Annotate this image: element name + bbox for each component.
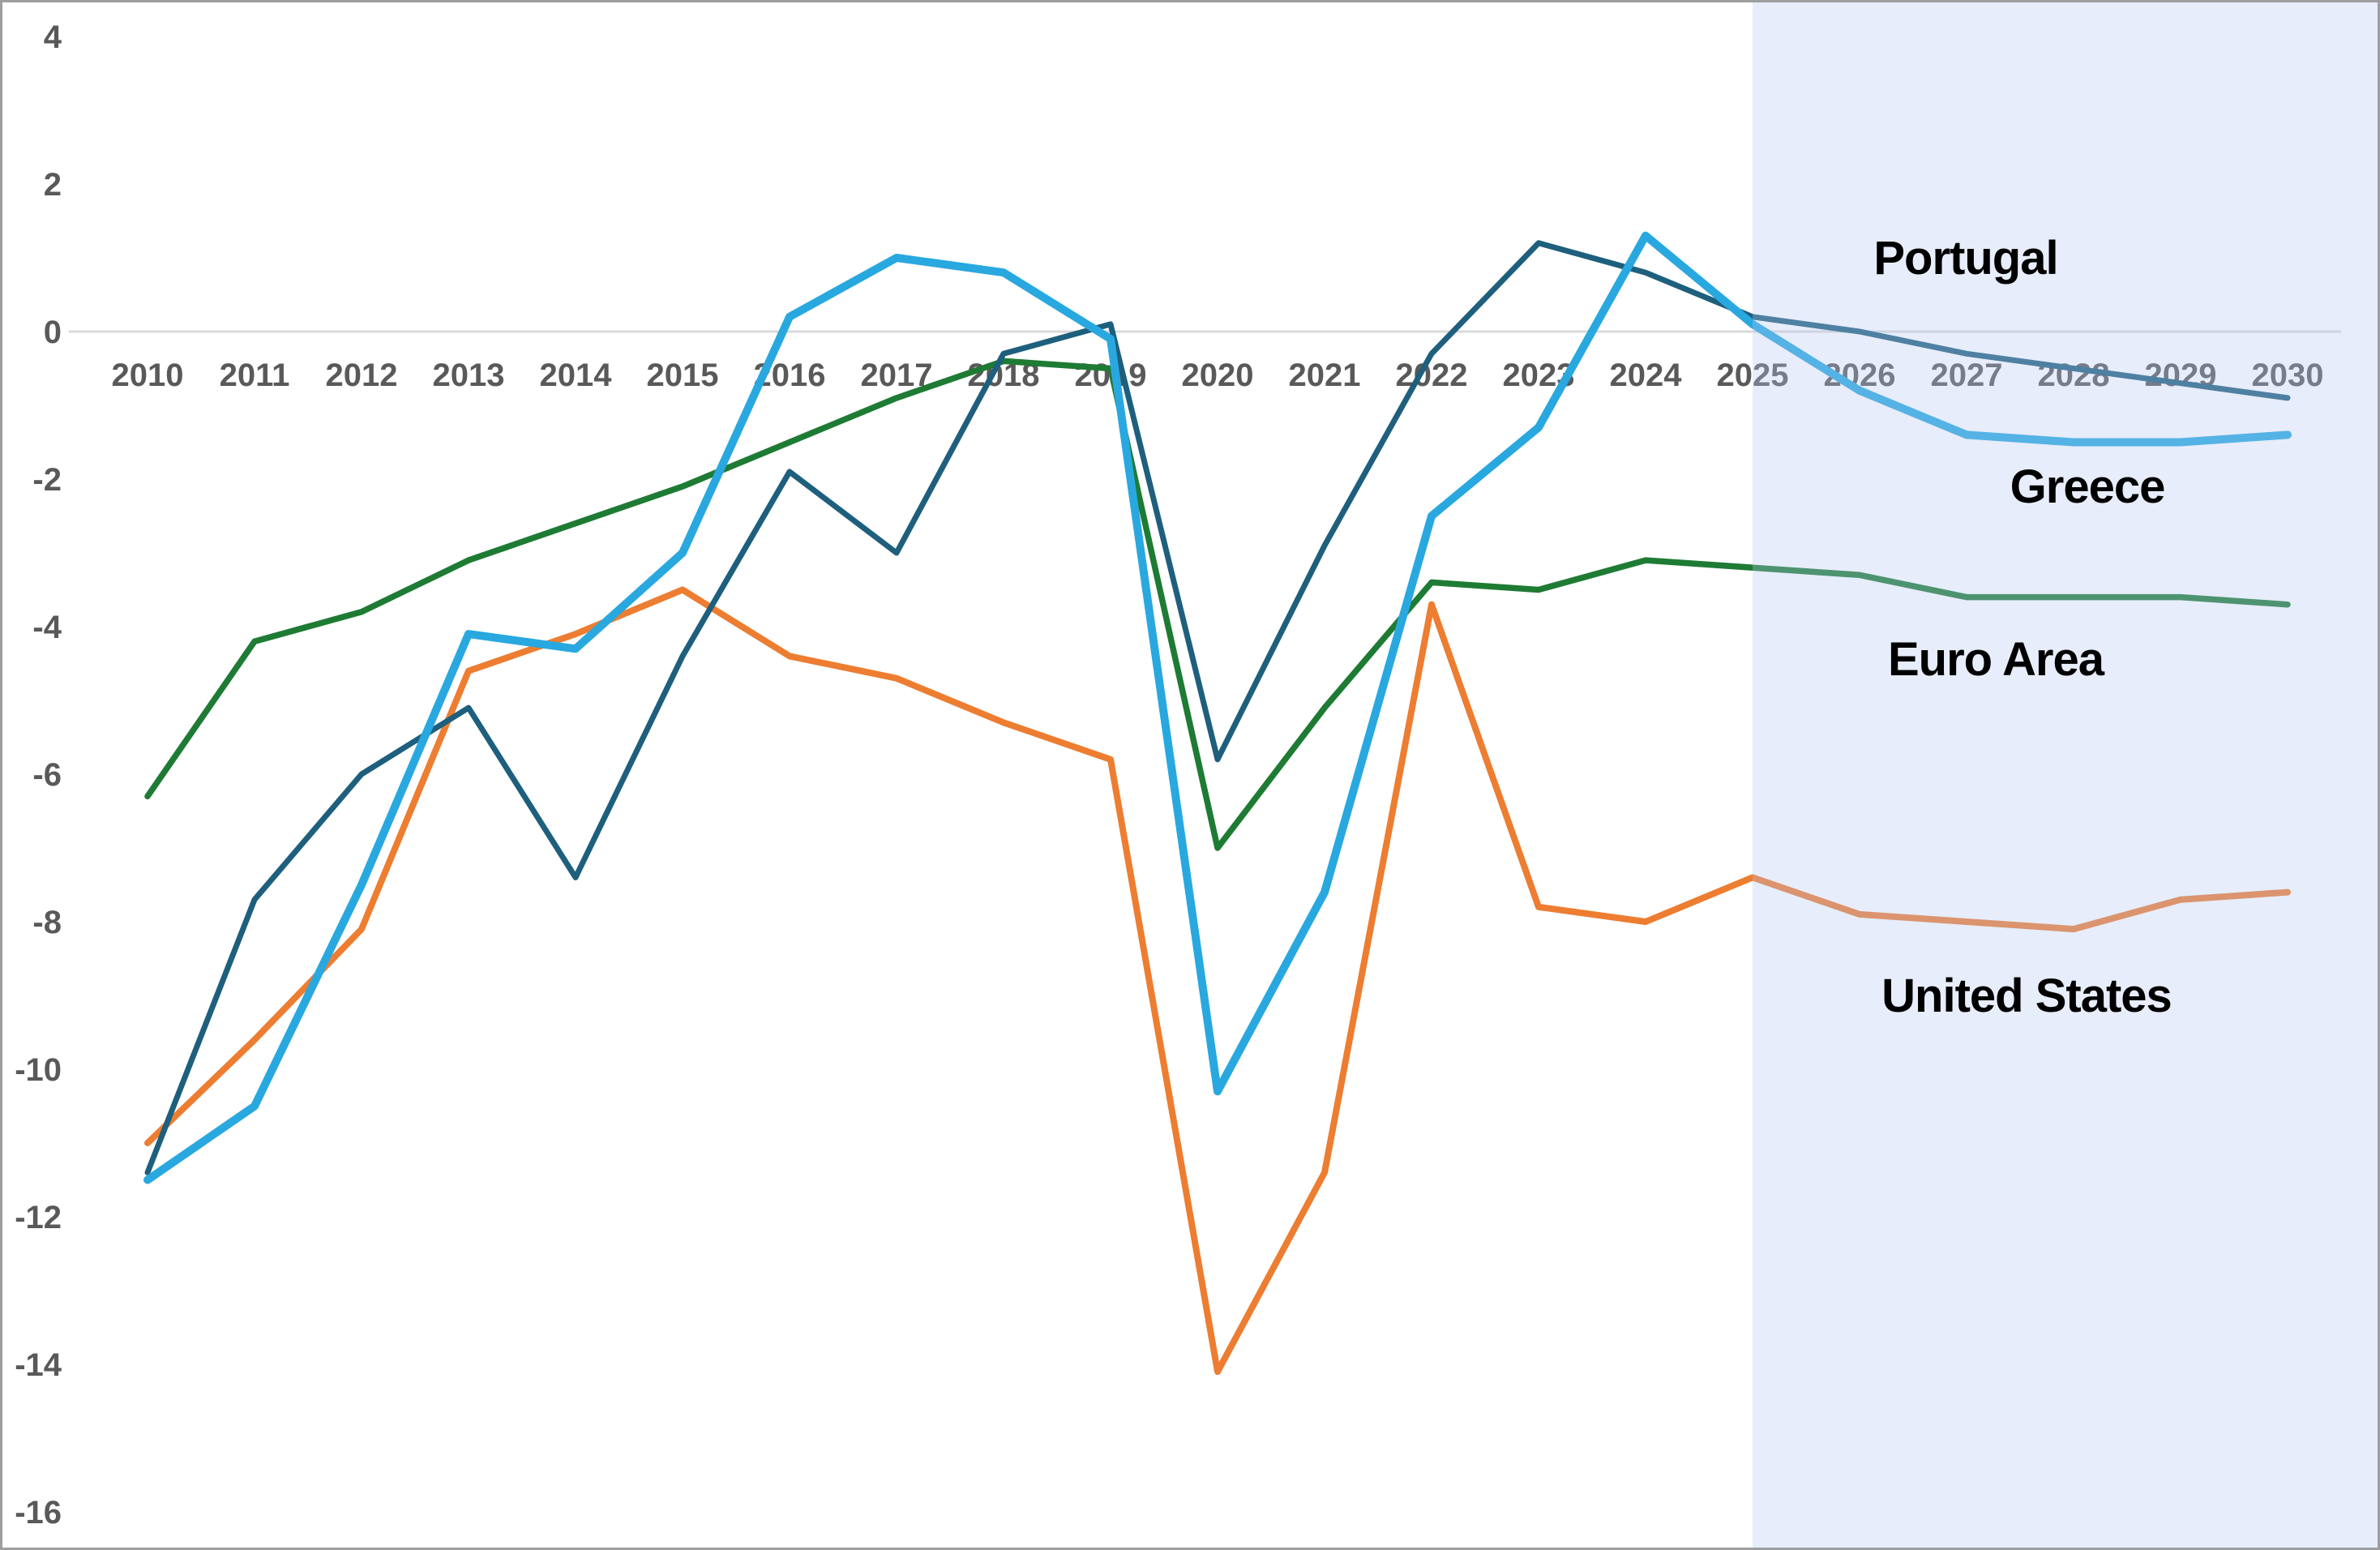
x-axis-year-label: 2030: [2252, 358, 2324, 393]
x-axis-year-label: 2027: [1931, 358, 2003, 393]
y-axis-tick-label: 4: [44, 19, 62, 55]
x-axis-year-label: 2025: [1717, 358, 1789, 393]
series-line-united-states: [144, 586, 2291, 1376]
series-label-euro-area: Euro Area: [1888, 633, 2105, 686]
x-axis-year-label: 2021: [1289, 358, 1361, 393]
x-axis-year-label: 2020: [1182, 358, 1254, 393]
series-label-greece: Greece: [2010, 460, 2165, 513]
series-line-portugal: [144, 240, 2291, 1175]
y-axis-tick-label: -6: [32, 757, 62, 793]
y-axis-tick-label: 2: [44, 167, 62, 203]
x-axis-year-label: 2015: [647, 358, 719, 393]
y-axis-tick-label: -10: [15, 1052, 62, 1088]
x-axis-year-label: 2022: [1396, 358, 1468, 393]
x-axis-year-label: 2014: [540, 358, 613, 393]
x-axis-year-label: 2011: [220, 358, 290, 393]
series-line-euro-area: [144, 358, 2291, 851]
y-axis-tick-label: -14: [15, 1347, 62, 1383]
series-label-portugal: Portugal: [1873, 232, 2057, 285]
y-axis-tick-label: -12: [15, 1200, 62, 1235]
series-label-united-states: United States: [1881, 970, 2172, 1022]
x-axis-year-label: 2013: [433, 358, 505, 393]
y-axis-tick-label: -16: [15, 1495, 62, 1531]
y-axis-tick-label: -4: [32, 610, 62, 645]
x-axis-year-label: 2012: [326, 358, 398, 393]
series-line-greece: [143, 231, 2292, 1184]
y-axis-tick-label: -8: [32, 905, 62, 940]
y-axis-tick-label: 0: [44, 315, 62, 350]
forecast-shaded-region: [1753, 2, 2378, 1548]
y-axis-tick-label: -2: [32, 462, 62, 498]
x-axis-year-label: 2010: [112, 358, 184, 393]
x-axis-year-label: 2024: [1610, 358, 1683, 393]
